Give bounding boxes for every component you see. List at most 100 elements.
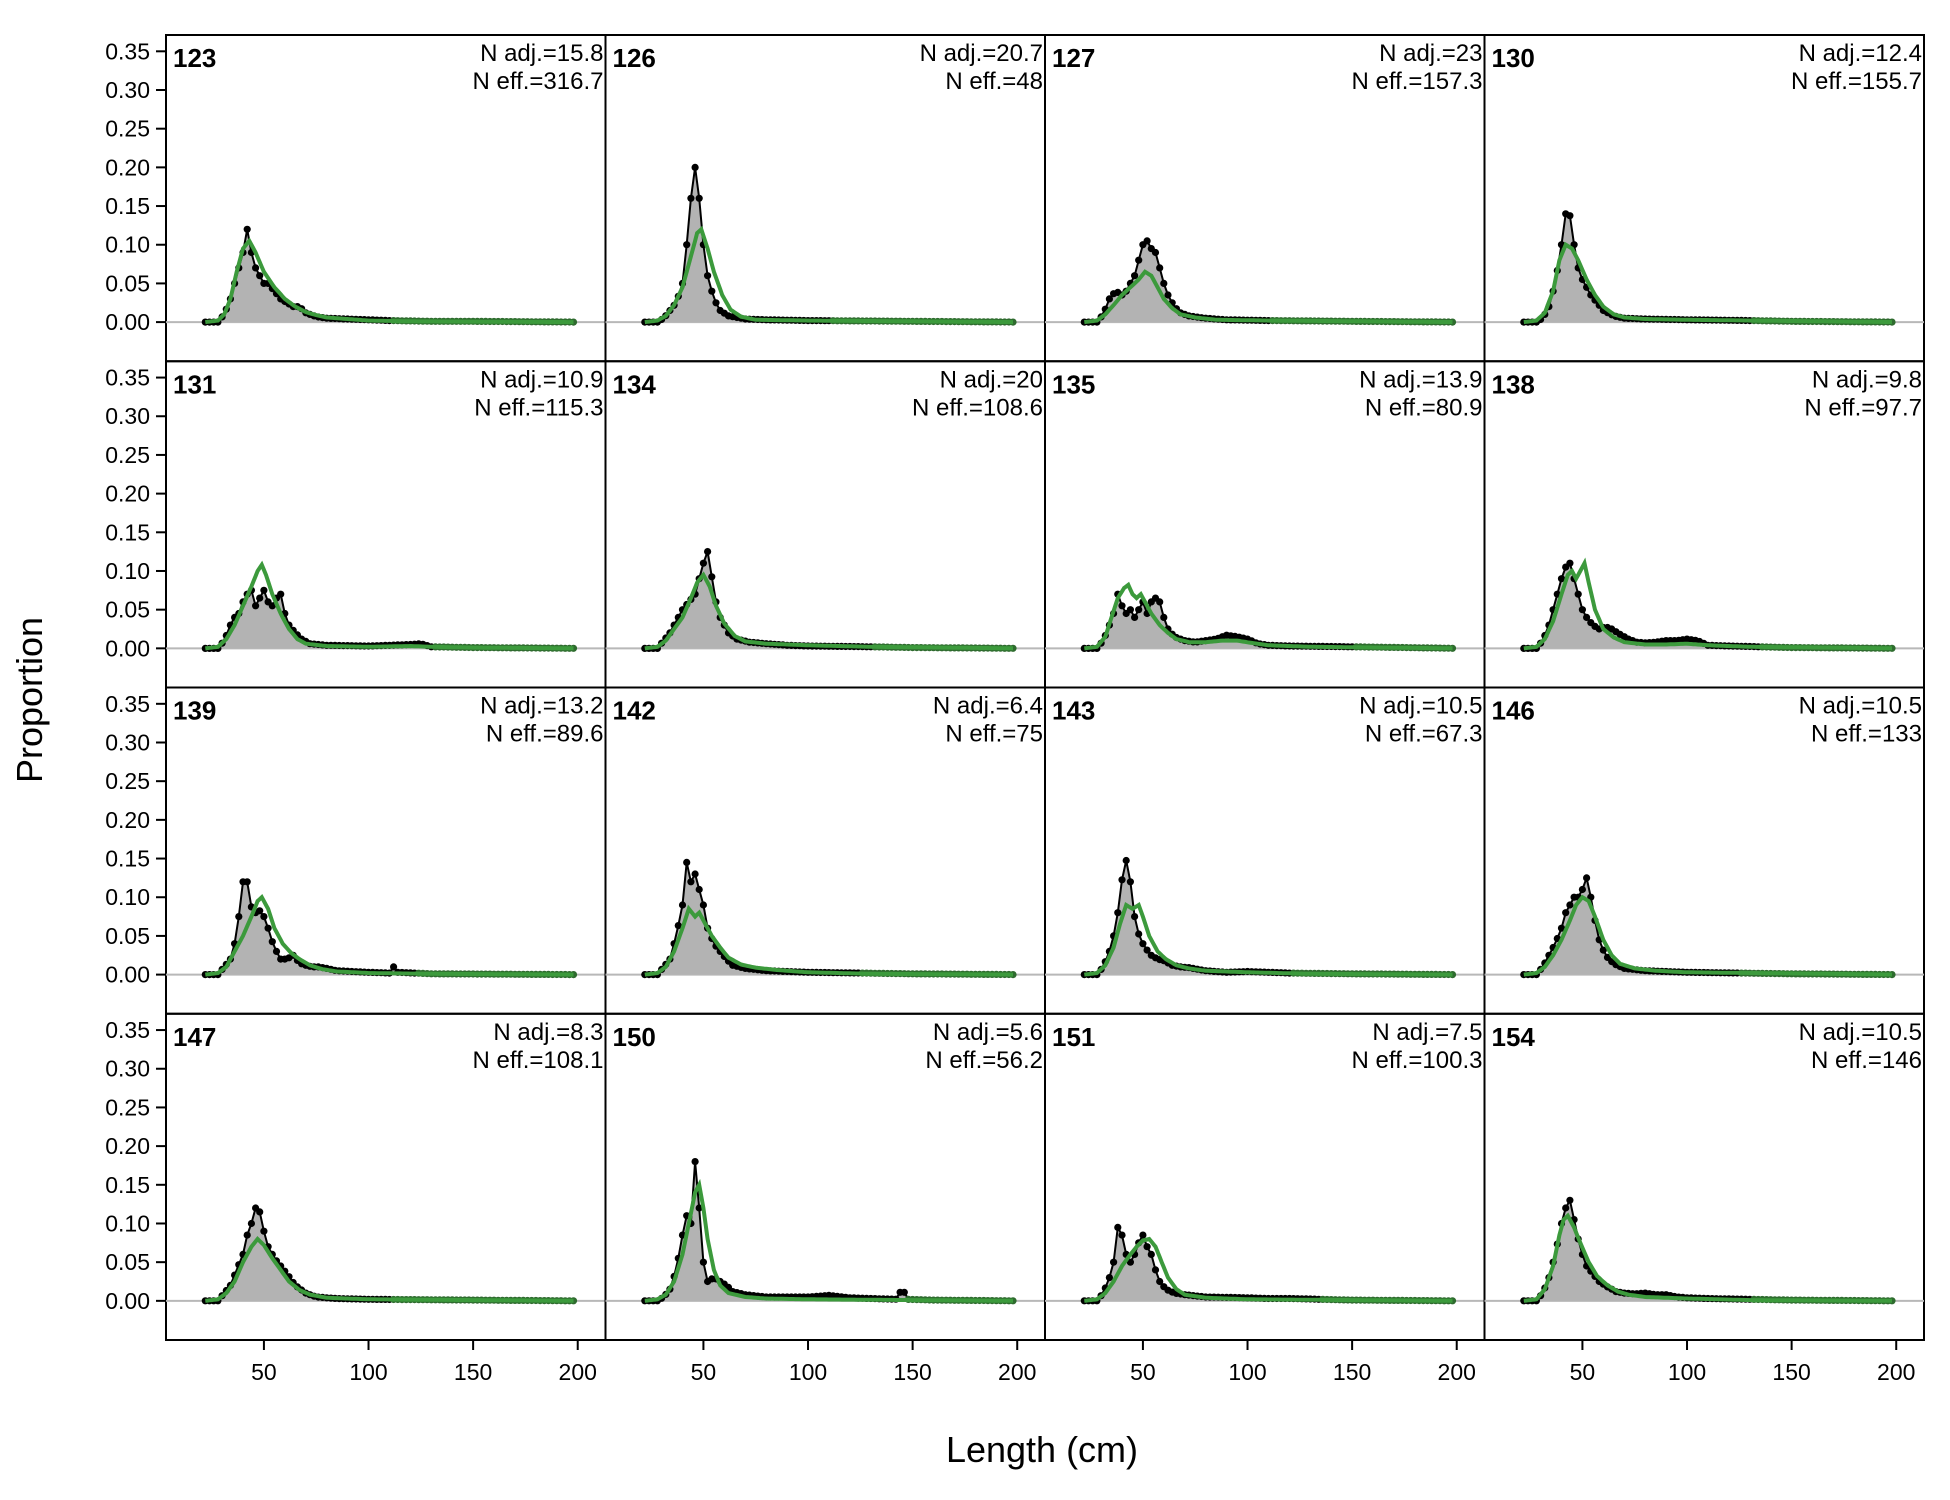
observed-point bbox=[1135, 606, 1143, 614]
x-tick-label: 100 bbox=[1228, 1359, 1266, 1385]
y-tick-label: 0.30 bbox=[105, 729, 150, 755]
observed-point bbox=[1118, 1231, 1126, 1239]
x-tick-label: 50 bbox=[1570, 1359, 1596, 1385]
observed-point bbox=[1566, 901, 1574, 909]
observed-point bbox=[1151, 248, 1160, 257]
n-eff-label: N eff.=89.6 bbox=[486, 721, 604, 748]
n-eff-label: N eff.=146 bbox=[1811, 1047, 1922, 1074]
observed-point bbox=[272, 947, 281, 956]
panel-id-label: 150 bbox=[613, 1022, 656, 1052]
panel-150: 150 N adj.=5.6N eff.=56.2 bbox=[604, 1012, 1046, 1341]
y-tick-label: 0.10 bbox=[105, 558, 150, 584]
n-eff-label: N eff.=80.9 bbox=[1365, 394, 1483, 421]
observed-point bbox=[1566, 212, 1574, 220]
expected-line bbox=[1523, 1212, 1892, 1303]
observed-point bbox=[390, 963, 398, 971]
y-tick-label: 0.10 bbox=[105, 884, 150, 910]
y-tick-label: 0.05 bbox=[105, 1249, 150, 1275]
observed-point bbox=[1131, 913, 1139, 921]
x-tick-label: 50 bbox=[251, 1359, 277, 1385]
panel-id-label: 131 bbox=[173, 369, 216, 399]
observed-point bbox=[712, 299, 720, 307]
y-tick-label: 0.30 bbox=[105, 77, 150, 103]
n-adj-label: N adj.=10.5 bbox=[1799, 693, 1922, 720]
observed-point bbox=[1143, 946, 1151, 954]
observed-point bbox=[1574, 590, 1582, 598]
observed-point bbox=[691, 1158, 699, 1166]
observed-point bbox=[1562, 1204, 1570, 1212]
observed-point bbox=[1143, 1243, 1151, 1251]
n-adj-label: N adj.=13.9 bbox=[1359, 366, 1482, 393]
y-tick-label: 0.05 bbox=[105, 597, 150, 623]
n-eff-label: N eff.=48 bbox=[945, 68, 1043, 95]
x-tick-label: 200 bbox=[998, 1359, 1036, 1385]
panel-id-label: 142 bbox=[613, 696, 656, 726]
n-eff-label: N eff.=97.7 bbox=[1804, 394, 1922, 421]
x-tick-label: 150 bbox=[893, 1359, 931, 1385]
y-tick-label: 0.30 bbox=[105, 1056, 150, 1082]
observed-point bbox=[1557, 924, 1566, 932]
observed-point bbox=[1105, 295, 1113, 303]
panel-139: 139 N adj.=13.2N eff.=89.6 bbox=[165, 686, 607, 1015]
observed-point bbox=[699, 901, 708, 909]
panel-id-label: 151 bbox=[1052, 1022, 1095, 1052]
y-tick-label: 0.00 bbox=[105, 1288, 150, 1314]
observed-point bbox=[683, 241, 691, 249]
y-tick-label: 0.10 bbox=[105, 1210, 150, 1236]
panel-id-label: 139 bbox=[173, 696, 216, 726]
n-adj-label: N adj.=9.8 bbox=[1812, 366, 1922, 393]
panel-151: 151 N adj.=7.5N eff.=100.3 bbox=[1044, 1012, 1486, 1341]
expected-line bbox=[1523, 557, 1892, 651]
x-tick-label: 150 bbox=[1333, 1359, 1371, 1385]
observed-point bbox=[268, 602, 276, 610]
n-adj-label: N adj.=23 bbox=[1379, 40, 1482, 67]
x-axis-title: Length (cm) bbox=[946, 1429, 1138, 1470]
observed-point bbox=[1151, 1266, 1160, 1274]
observed-point bbox=[1562, 909, 1570, 917]
expected-line bbox=[1084, 901, 1453, 977]
panel-126: 126 N adj.=20.7N eff.=48 bbox=[604, 34, 1046, 363]
observed-point bbox=[1583, 613, 1591, 622]
observed-point bbox=[704, 272, 712, 280]
n-adj-label: N adj.=7.5 bbox=[1372, 1019, 1482, 1046]
x-tick-label: 200 bbox=[1877, 1359, 1915, 1385]
observed-point bbox=[256, 907, 264, 915]
observed-area bbox=[1523, 877, 1893, 975]
observed-point bbox=[691, 870, 699, 878]
panel-130: 130 N adj.=12.4N eff.=155.7 bbox=[1483, 34, 1925, 363]
n-adj-label: N adj.=20.7 bbox=[920, 40, 1043, 67]
y-tick-label: 0.15 bbox=[105, 193, 150, 219]
observed-point bbox=[235, 913, 243, 921]
y-tick-label: 0.25 bbox=[105, 768, 150, 794]
n-eff-label: N eff.=67.3 bbox=[1365, 721, 1483, 748]
panel-border bbox=[1483, 1012, 1925, 1341]
expected-line bbox=[644, 1178, 1013, 1303]
observed-area bbox=[644, 862, 1014, 975]
observed-point bbox=[260, 913, 268, 921]
observed-point bbox=[1160, 613, 1168, 622]
observed-point bbox=[252, 602, 260, 610]
observed-point bbox=[256, 1208, 264, 1216]
observed-point bbox=[708, 573, 716, 581]
observed-point bbox=[1126, 1258, 1134, 1266]
observed-point bbox=[243, 225, 251, 233]
y-tick-label: 0.20 bbox=[105, 807, 150, 833]
n-adj-label: N adj.=6.4 bbox=[933, 693, 1043, 720]
expected-line bbox=[1523, 241, 1893, 325]
observed-point bbox=[252, 264, 260, 272]
observed-area bbox=[644, 551, 1014, 649]
observed-point bbox=[678, 901, 687, 909]
panel-id-label: 130 bbox=[1492, 43, 1535, 73]
panel-135: 135 N adj.=13.9N eff.=80.9 bbox=[1044, 360, 1486, 689]
observed-point bbox=[695, 1204, 703, 1212]
n-eff-label: N eff.=115.3 bbox=[474, 394, 603, 421]
y-tick-label: 0.20 bbox=[105, 154, 150, 180]
panel-id-label: 146 bbox=[1492, 696, 1535, 726]
expected-line bbox=[1084, 1236, 1453, 1303]
n-adj-label: N adj.=15.8 bbox=[480, 40, 603, 67]
observed-point bbox=[1110, 1258, 1118, 1266]
y-tick-label: 0.35 bbox=[105, 38, 150, 64]
panel-123: 123 N adj.=15.8N eff.=316.7 bbox=[165, 34, 607, 363]
n-eff-label: N eff.=316.7 bbox=[473, 68, 604, 95]
panel-143: 143 N adj.=10.5N eff.=67.3 bbox=[1044, 686, 1486, 1015]
